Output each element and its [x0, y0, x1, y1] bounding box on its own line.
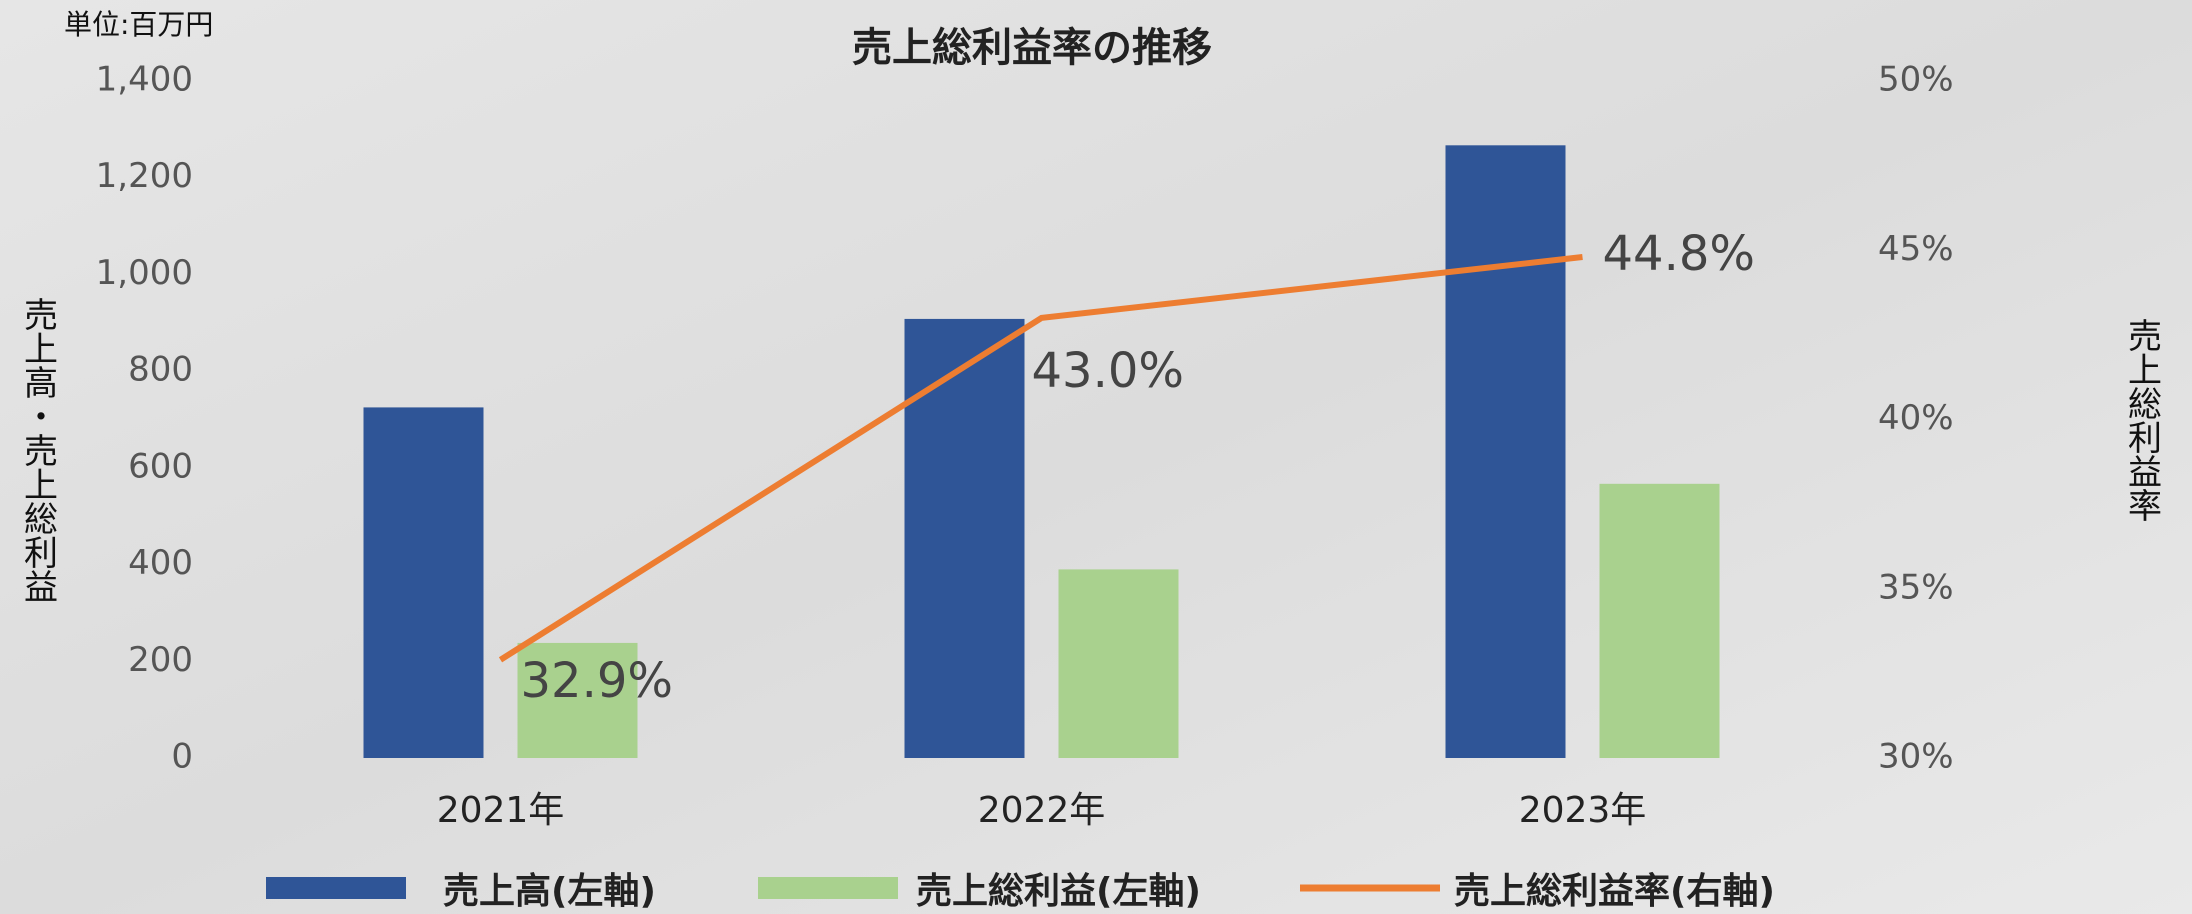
- bar: [1445, 145, 1566, 758]
- data-label: 43.0%: [1032, 343, 1184, 399]
- legend-swatch: [266, 877, 406, 899]
- bar: [1058, 569, 1179, 758]
- bar: [517, 642, 638, 758]
- chart-title: 売上総利益率の推移: [852, 25, 1212, 71]
- data-label: 32.9%: [521, 653, 673, 709]
- data-label: 44.8%: [1603, 226, 1755, 282]
- bar: [904, 318, 1025, 758]
- line: [498, 254, 1583, 663]
- bar: [363, 407, 484, 758]
- y2-tick-label: 45%: [1878, 229, 1954, 269]
- unit-label: 単位:百万円: [64, 8, 213, 41]
- y2-axis-label: 売上総利益率: [2122, 318, 2162, 522]
- legend-label: 売上総利益率(右軸): [1454, 871, 1775, 912]
- y2-tick-label: 35%: [1878, 567, 1954, 607]
- x-tick-label: 2023年: [1519, 790, 1647, 831]
- legend-swatch: [758, 877, 898, 899]
- y-tick-label: 400: [128, 543, 193, 583]
- x-tick-label: 2022年: [978, 790, 1106, 831]
- bar: [1599, 483, 1720, 758]
- y-tick-label: 200: [128, 640, 193, 680]
- y-tick-label: 0: [171, 737, 193, 777]
- y-axis-label: 売上高・売上総利益: [18, 297, 58, 603]
- y-tick-label: 600: [128, 446, 193, 486]
- y2-tick-label: 50%: [1878, 60, 1954, 100]
- y2-tick-label: 40%: [1878, 398, 1954, 438]
- y2-tick-label: 30%: [1878, 737, 1954, 777]
- y-tick-label: 1,200: [96, 156, 193, 196]
- y-tick-label: 1,000: [96, 253, 193, 293]
- y-tick-label: 1,400: [96, 60, 193, 100]
- x-tick-label: 2021年: [437, 790, 565, 831]
- legend-label: 売上高(左軸): [443, 871, 656, 912]
- legend-label: 売上総利益(左軸): [916, 871, 1201, 912]
- y-tick-label: 800: [128, 350, 193, 390]
